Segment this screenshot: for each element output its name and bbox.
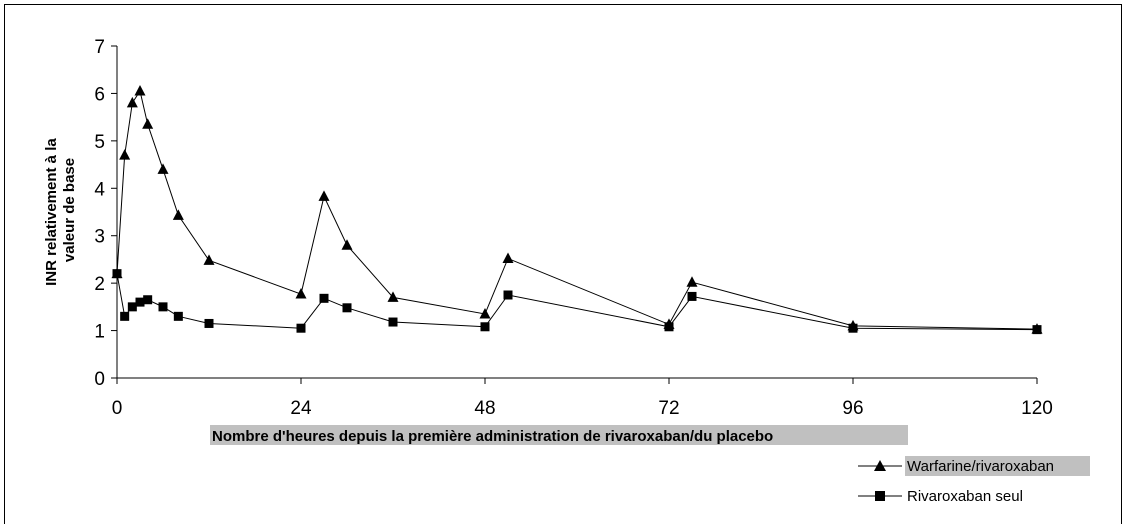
square-point [204, 318, 214, 328]
x-axis-title-background [210, 425, 908, 445]
square-point [158, 302, 168, 312]
legend: Warfarine/rivaroxaban Rivaroxaban seul [858, 456, 1090, 505]
legend-item-warfarine: Warfarine/rivaroxaban [858, 456, 1090, 476]
square-point [1032, 325, 1042, 335]
square-point [848, 323, 858, 333]
triangle-point [502, 252, 514, 263]
inr-line-chart: 0 1 2 3 4 5 6 7 0 24 48 72 96 120 INR relativement à… [43, 37, 1090, 505]
y-tick-label: 7 [94, 37, 105, 58]
square-point [143, 295, 153, 305]
x-tick-label: 0 [112, 398, 123, 419]
legend-triangle-marker-icon [874, 460, 886, 471]
square-point [296, 323, 306, 333]
y-tick-label: 2 [94, 274, 105, 295]
x-axis-title: Nombre d'heures depuis la première admin… [212, 428, 773, 445]
square-point [173, 311, 183, 321]
triangle-point [126, 96, 138, 108]
square-point [503, 290, 513, 300]
triangle-point [157, 163, 169, 174]
square-point [319, 293, 329, 303]
square-point [480, 322, 490, 332]
y-tick-label: 4 [94, 179, 105, 200]
square-point [687, 291, 697, 301]
y-axis-title-line-2: valeur de base [61, 158, 78, 262]
legend-label-background-warfarine [905, 456, 1090, 476]
series-layer [111, 85, 1043, 335]
legend-square-marker-icon [875, 491, 885, 501]
triangle-point [295, 288, 307, 299]
triangle-point [686, 276, 698, 287]
triangle-point [318, 190, 330, 201]
triangle-point [479, 307, 491, 319]
y-axis-title-line-1: INR relativement à la [43, 138, 60, 286]
square-point [664, 322, 674, 332]
chart-frame [4, 4, 1122, 524]
triangle-point [387, 291, 399, 302]
y-axis-ticks: 0 1 2 3 4 5 6 7 [94, 37, 117, 390]
legend-item-rivaroxaban: Rivaroxaban seul [858, 488, 1023, 505]
square-point [112, 269, 122, 279]
triangle-point [172, 209, 184, 220]
triangle-point [341, 239, 353, 250]
x-tick-label: 72 [658, 398, 679, 419]
triangle-point [119, 149, 131, 160]
y-tick-label: 0 [94, 369, 105, 390]
x-tick-label: 24 [290, 398, 312, 419]
x-axis-ticks: 0 24 48 72 96 120 [112, 378, 1053, 419]
series-rivaroxaban-seul [112, 269, 1042, 335]
y-tick-label: 3 [94, 227, 105, 248]
triangle-point [134, 85, 146, 96]
y-tick-label: 5 [94, 132, 105, 153]
square-point [127, 302, 137, 312]
x-tick-label: 120 [1021, 398, 1053, 419]
legend-label-rivaroxaban: Rivaroxaban seul [907, 488, 1023, 505]
square-point [120, 311, 130, 321]
y-axis-title: INR relativement à la valeur de base [43, 134, 78, 286]
y-tick-label: 1 [94, 322, 105, 343]
y-tick-label: 6 [94, 84, 105, 105]
series-line-warfarine-rivaroxaban [116, 89, 1038, 330]
series-line-rivaroxaban-seul [116, 273, 1038, 331]
square-point [135, 297, 145, 307]
x-tick-label: 96 [842, 398, 863, 419]
triangle-point [203, 254, 215, 265]
x-tick-label: 48 [474, 398, 495, 419]
square-point [342, 303, 352, 313]
legend-label-warfarine: Warfarine/rivaroxaban [907, 458, 1054, 475]
series-warfarine-rivaroxaban [111, 85, 1043, 334]
triangle-point [142, 118, 154, 129]
square-point [388, 317, 398, 327]
